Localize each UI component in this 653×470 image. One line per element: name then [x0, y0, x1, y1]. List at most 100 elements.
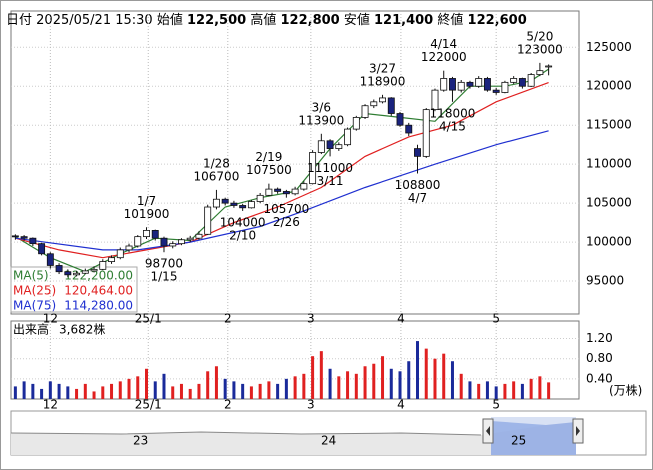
volume-bar: [354, 373, 358, 399]
volume-bar: [346, 371, 350, 399]
candle-body: [309, 152, 317, 185]
legend-value: 122,200.00: [64, 269, 133, 283]
candle-body: [405, 124, 413, 134]
y-tick-label: 100000: [586, 235, 632, 249]
volume-bar: [293, 376, 297, 399]
annotation-price: 106700: [194, 169, 240, 183]
header-label: 2025/05/21 15:30: [36, 13, 153, 28]
volume-bar: [416, 341, 419, 399]
volume-bar: [153, 381, 157, 399]
candle-body: [186, 237, 194, 241]
volume-bar: [40, 388, 44, 399]
price-frame: [10, 10, 580, 315]
volume-bar: [442, 353, 446, 399]
ma-line: [15, 82, 549, 259]
candle-body: [440, 78, 448, 91]
volume-bar: [381, 356, 385, 399]
annotation-date: 5/20: [526, 29, 553, 43]
candle-body: [501, 81, 509, 93]
header-value: 122,600: [468, 13, 527, 28]
navigator-label: 23: [133, 434, 148, 448]
candle-body: [361, 105, 369, 118]
candle-body: [55, 265, 63, 273]
header-value: 121,400: [374, 13, 433, 28]
legend-value: 120,464.00: [64, 284, 133, 298]
candle-body: [387, 97, 395, 114]
volume-latest: 3,682株: [59, 322, 105, 337]
volume-bar: [284, 378, 288, 399]
candle-body: [449, 78, 456, 91]
candle-body: [396, 113, 404, 126]
candle-body: [108, 257, 115, 262]
volume-bar: [83, 383, 87, 399]
volume-bar: [311, 356, 315, 399]
volume-bar: [241, 383, 245, 399]
annotation-price: 111000: [307, 161, 353, 175]
header-value: 122,500: [187, 13, 246, 28]
candle-body: [291, 188, 299, 195]
annotation-price: 118000: [430, 106, 476, 120]
candle-body: [29, 237, 37, 245]
candle-body: [545, 65, 553, 68]
header-label: 安値: [344, 12, 370, 28]
candle-body: [134, 236, 142, 247]
volume-bar: [127, 378, 131, 399]
candle-body: [492, 89, 500, 93]
annotation-price: 108800: [395, 178, 441, 192]
candle-body: [81, 270, 89, 274]
volume-bar: [337, 376, 341, 399]
annotation-date: 4/15: [439, 119, 466, 133]
annotation-price: 105700: [263, 202, 309, 216]
volume-bar: [92, 391, 96, 399]
volume-bar: [145, 368, 148, 399]
candle-body: [335, 144, 343, 149]
volume-bar: [319, 351, 323, 399]
volume-bar: [529, 378, 533, 399]
y-tick-label: 120000: [586, 79, 632, 93]
annotation-date: 1/28: [203, 156, 230, 170]
annotation-date: 2/26: [273, 215, 300, 229]
volume-bar: [214, 366, 218, 399]
volume-bar: [538, 376, 542, 399]
volume-bar: [197, 383, 201, 399]
volume-bar: [57, 383, 61, 399]
annotation-date: 2/19: [255, 150, 282, 164]
candle-body: [379, 97, 386, 103]
candle-body: [90, 268, 98, 272]
annotation-price: 107500: [246, 163, 292, 177]
annotation-price: 122000: [421, 50, 467, 64]
candle-body: [483, 78, 491, 91]
volume-bar: [450, 361, 454, 399]
candle-body: [178, 239, 185, 245]
volume-bar: [136, 376, 140, 399]
volume-bar: [118, 381, 122, 399]
volume-bar: [258, 383, 262, 399]
x-tick-label: 2: [224, 398, 232, 412]
candle-body: [344, 128, 352, 146]
x-tick-label: 2: [224, 312, 232, 326]
legend-name: MA(25): [13, 284, 56, 298]
volume-bar: [512, 381, 516, 399]
candle-body: [73, 272, 81, 276]
volume-bar: [494, 386, 498, 399]
volume-bar: [468, 381, 472, 399]
candle-body: [510, 78, 518, 83]
candle-body: [414, 148, 421, 157]
candle-body: [274, 188, 282, 192]
volume-bar: [48, 381, 52, 399]
annotation-date: 3/11: [317, 174, 344, 188]
annotation-date: 1/7: [137, 194, 156, 208]
candle-body: [151, 230, 159, 239]
y-tick-label: 115000: [586, 118, 632, 132]
navigator-line: [10, 431, 482, 436]
volume-label: 出来高: [13, 322, 49, 337]
header-label: 日付: [6, 13, 32, 28]
annotation-price: 113900: [298, 113, 344, 127]
volume-bar: [433, 358, 437, 399]
candle-body: [38, 243, 46, 255]
candle-body: [195, 233, 203, 239]
volume-bar: [503, 383, 507, 399]
legend-name: MA(75): [13, 299, 56, 313]
x-tick-label: 5: [492, 312, 500, 326]
candle-body: [475, 78, 483, 87]
